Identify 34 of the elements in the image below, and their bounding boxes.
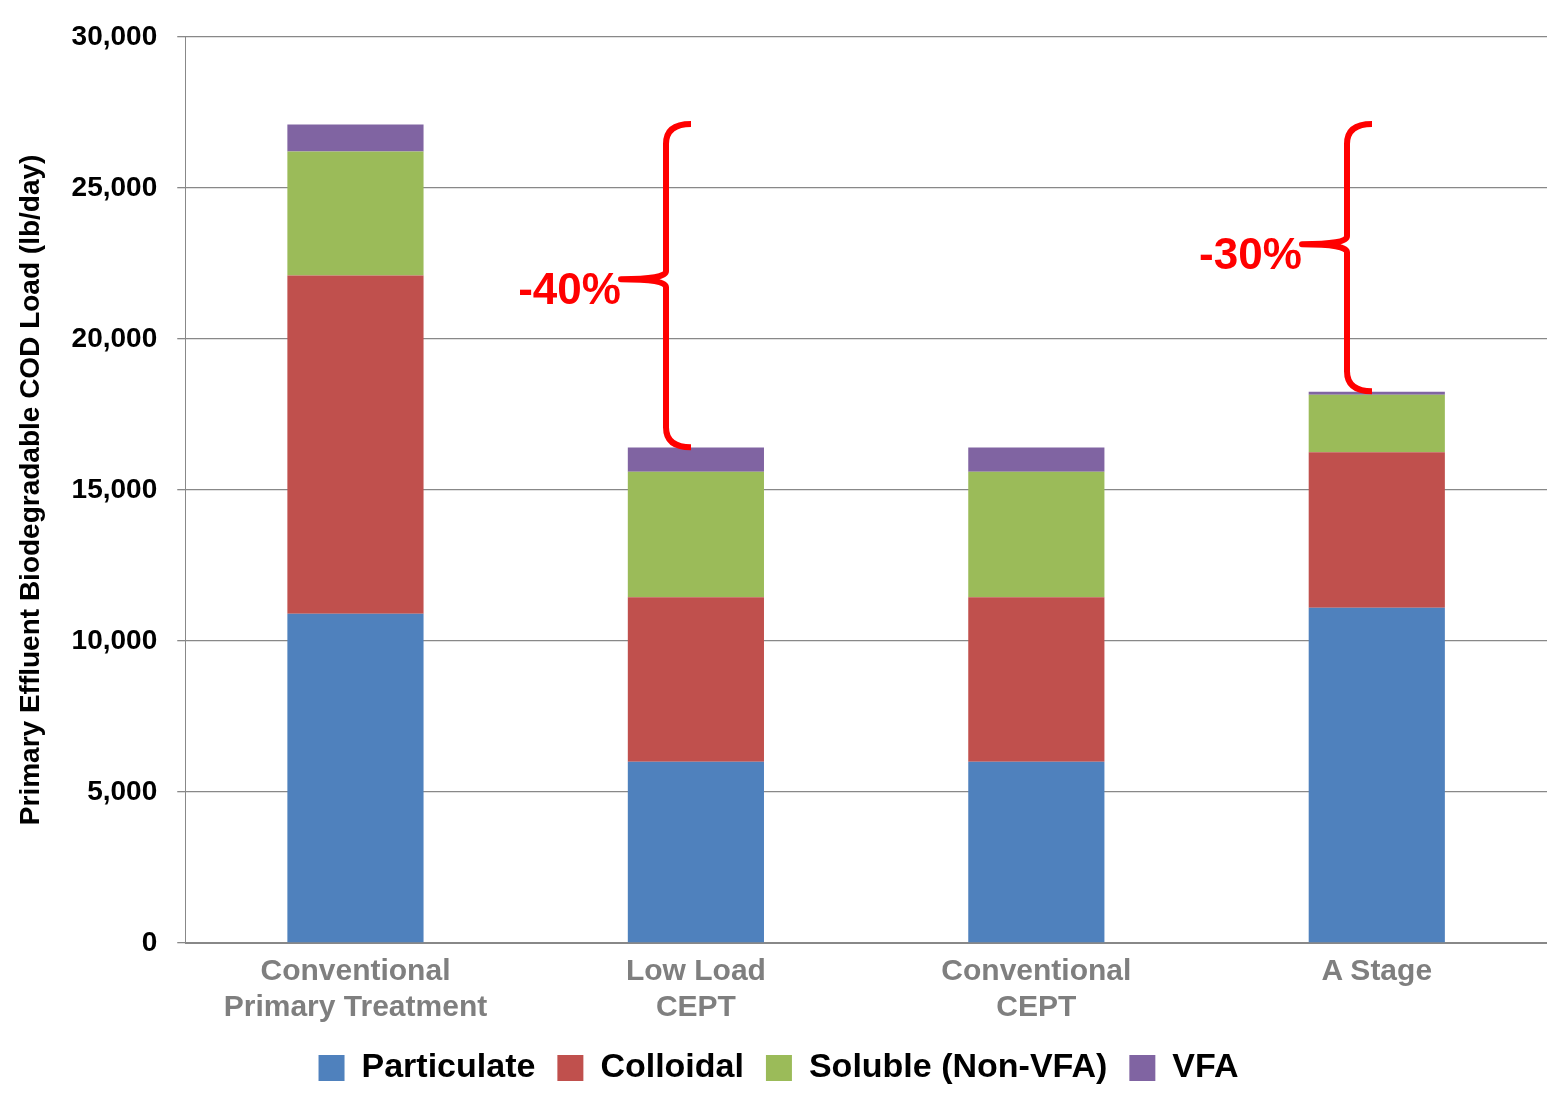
annotation: -40% — [518, 263, 621, 313]
bar — [627, 597, 764, 762]
y-tick-label: 10,000 — [71, 623, 158, 655]
bar — [1308, 394, 1445, 453]
bar — [287, 613, 424, 943]
legend-label: Particulate — [361, 1046, 536, 1085]
x-tick-label: Conventional CEPT — [941, 953, 1132, 1023]
bar — [627, 761, 764, 943]
y-tick-label: 20,000 — [71, 321, 158, 353]
bar — [287, 124, 424, 152]
y-tick-label: 25,000 — [71, 170, 158, 202]
bar — [968, 597, 1105, 762]
legend-label: VFA — [1172, 1046, 1239, 1085]
bar — [968, 447, 1105, 472]
bar — [287, 151, 424, 276]
bar — [1308, 607, 1445, 943]
y-tick-label: 30,000 — [71, 19, 158, 51]
bar — [627, 447, 764, 472]
annotation: -30% — [1199, 228, 1302, 278]
y-axis-title: Primary Effluent Biodegradable COD Load (lb/day) — [13, 154, 45, 826]
legend-label: Colloidal — [600, 1046, 744, 1085]
bar — [1308, 391, 1445, 395]
bar — [968, 761, 1105, 943]
x-tick-label: A Stage — [1321, 953, 1433, 987]
x-tick-label: Low Load CEPT — [625, 953, 766, 1023]
y-tick-label: 0 — [141, 925, 158, 957]
y-tick-label: 5,000 — [87, 774, 158, 806]
bar — [968, 471, 1105, 598]
bar — [287, 275, 424, 614]
legend-label: Soluble (Non-VFA) — [808, 1046, 1108, 1085]
bar — [627, 471, 764, 598]
x-tick-label: Conventional Primary Treatment — [223, 953, 488, 1023]
bar — [1308, 452, 1445, 608]
y-tick-label: 15,000 — [71, 472, 158, 504]
